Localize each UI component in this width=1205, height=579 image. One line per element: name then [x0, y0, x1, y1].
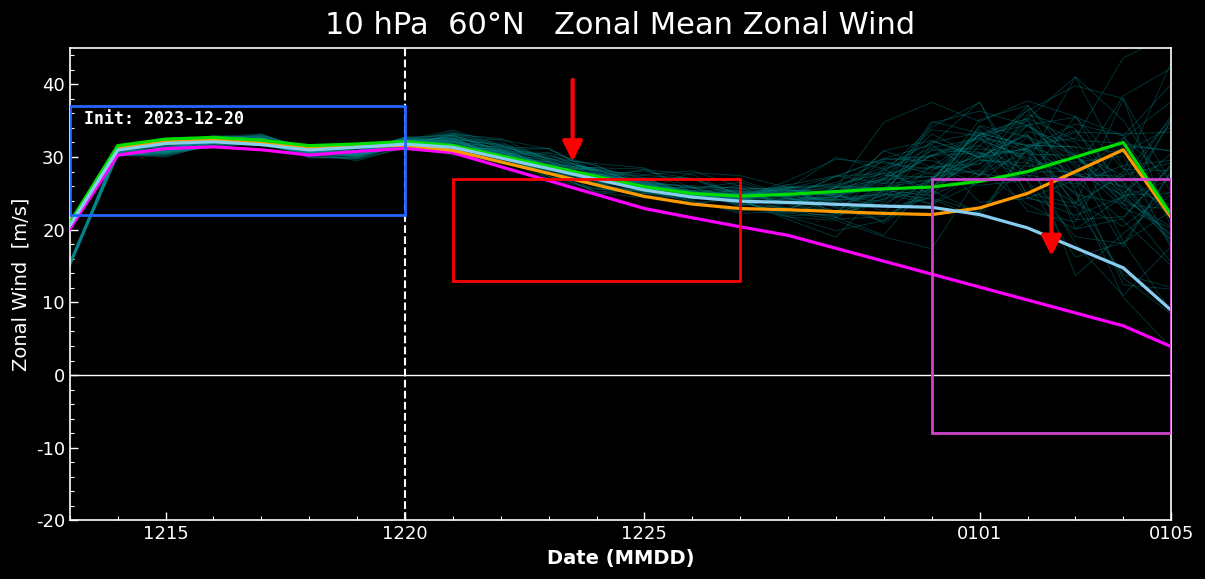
- Bar: [931, 179, 1171, 433]
- Bar: [70, 106, 405, 215]
- Text: Init: 2023-12-20: Init: 2023-12-20: [84, 110, 245, 128]
- Y-axis label: Zonal Wind  [m/s]: Zonal Wind [m/s]: [11, 197, 30, 371]
- X-axis label: Date (MMDD): Date (MMDD): [547, 549, 694, 568]
- Title: 10 hPa  60°N   Zonal Mean Zonal Wind: 10 hPa 60°N Zonal Mean Zonal Wind: [325, 11, 916, 40]
- Bar: [453, 179, 740, 281]
